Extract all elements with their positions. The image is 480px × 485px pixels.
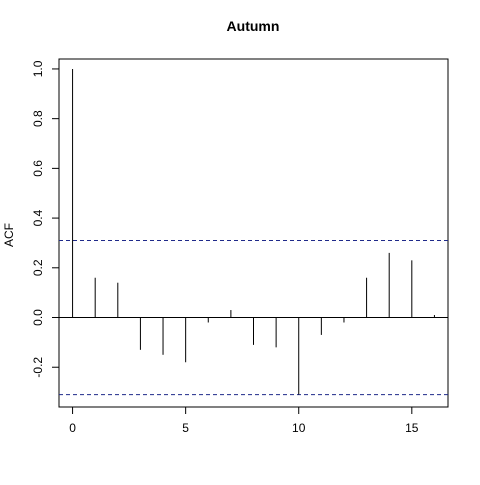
y-axis: -0.2 0.0 0.2 0.4 0.6 0.8 1.0 — [31, 60, 59, 378]
y-tick-label: 0.6 — [31, 160, 45, 177]
y-tick-label: 0.8 — [31, 110, 45, 127]
x-tick-label: 5 — [182, 421, 189, 435]
confidence-bounds — [59, 239, 448, 396]
y-tick-label: 0.4 — [31, 209, 45, 226]
plot-frame — [58, 58, 449, 408]
y-tick-label: 0.0 — [31, 309, 45, 326]
chart-title: Autumn — [227, 18, 280, 34]
y-axis-label: ACF — [2, 223, 16, 247]
y-tick-label: 0.2 — [31, 259, 45, 276]
x-tick-label: 10 — [292, 421, 306, 435]
x-tick-label: 0 — [69, 421, 76, 435]
x-axis: 0 5 10 15 — [69, 407, 419, 435]
y-tick-label: 1.0 — [31, 60, 45, 77]
acf-bars — [59, 68, 448, 395]
y-tick-label: -0.2 — [31, 357, 45, 378]
x-tick-label: 15 — [405, 421, 419, 435]
